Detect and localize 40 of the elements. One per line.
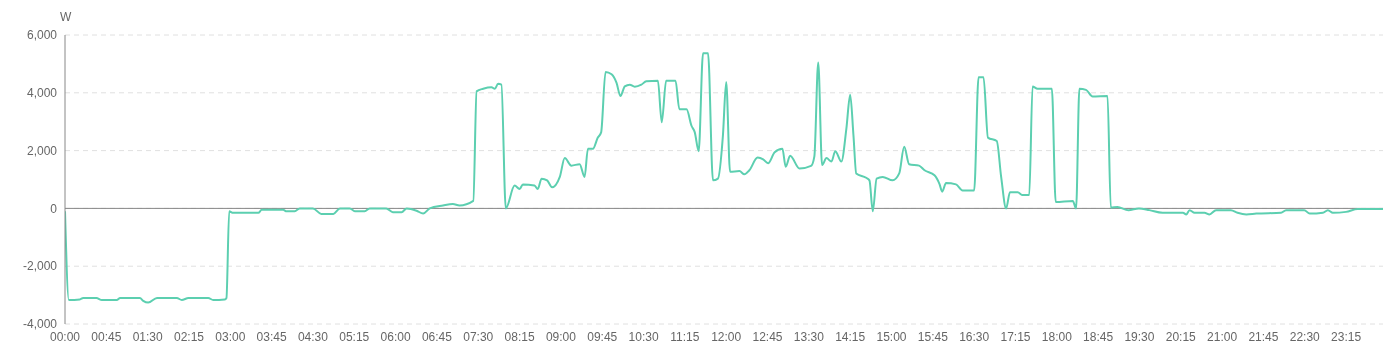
x-tick-label: 03:45 xyxy=(256,329,287,344)
x-tick-label: 06:45 xyxy=(421,329,453,344)
x-tick-label: 00:00 xyxy=(49,329,81,344)
y-tick-label: 2,000 xyxy=(26,143,58,158)
x-tick-label: 07:30 xyxy=(463,329,494,344)
x-tick-label: 22:30 xyxy=(1289,329,1321,344)
x-tick-label: 06:00 xyxy=(380,329,411,344)
x-tick-label: 11:15 xyxy=(670,329,700,344)
x-tick-label: 18:00 xyxy=(1041,329,1073,344)
x-tick-label: 21:45 xyxy=(1248,329,1279,344)
y-tick-label: -2,000 xyxy=(22,259,58,274)
x-tick-label: 14:15 xyxy=(835,329,866,344)
x-tick-label: 18:45 xyxy=(1083,329,1114,344)
x-tick-label: 12:45 xyxy=(752,329,783,344)
x-tick-label: 17:15 xyxy=(1000,329,1031,344)
x-tick-label: 10:30 xyxy=(628,329,659,344)
x-tick-label: 08:15 xyxy=(504,329,535,344)
x-tick-label: 16:30 xyxy=(959,329,990,344)
x-tick-label: 21:00 xyxy=(1207,329,1238,344)
x-tick-label: 20:15 xyxy=(1165,329,1197,344)
x-tick-label: 19:30 xyxy=(1124,329,1155,344)
y-tick-label: 4,000 xyxy=(26,86,58,101)
x-tick-label: 04:30 xyxy=(297,329,329,344)
x-tick-label: 03:00 xyxy=(215,329,246,344)
x-tick-label: 09:00 xyxy=(545,329,577,344)
y-tick-label: -4,000 xyxy=(22,317,58,332)
x-tick-label: 15:00 xyxy=(876,329,907,344)
x-tick-label: 13:30 xyxy=(793,329,825,344)
x-tick-label: 15:45 xyxy=(917,329,949,344)
x-tick-label: 09:45 xyxy=(587,329,618,344)
x-tick-label: 02:15 xyxy=(173,329,205,344)
y-tick-label: 6,000 xyxy=(26,28,58,43)
x-tick-label: 00:45 xyxy=(91,329,122,344)
line-series xyxy=(65,52,1383,304)
y-axis-title: W xyxy=(60,10,72,24)
x-tick-label: 23:15 xyxy=(1331,329,1362,344)
x-tick-label: 12:00 xyxy=(711,329,742,344)
x-tick-label: 05:15 xyxy=(339,329,370,344)
x-tick-label: 01:30 xyxy=(132,329,163,344)
y-tick-label: 0 xyxy=(50,201,58,216)
